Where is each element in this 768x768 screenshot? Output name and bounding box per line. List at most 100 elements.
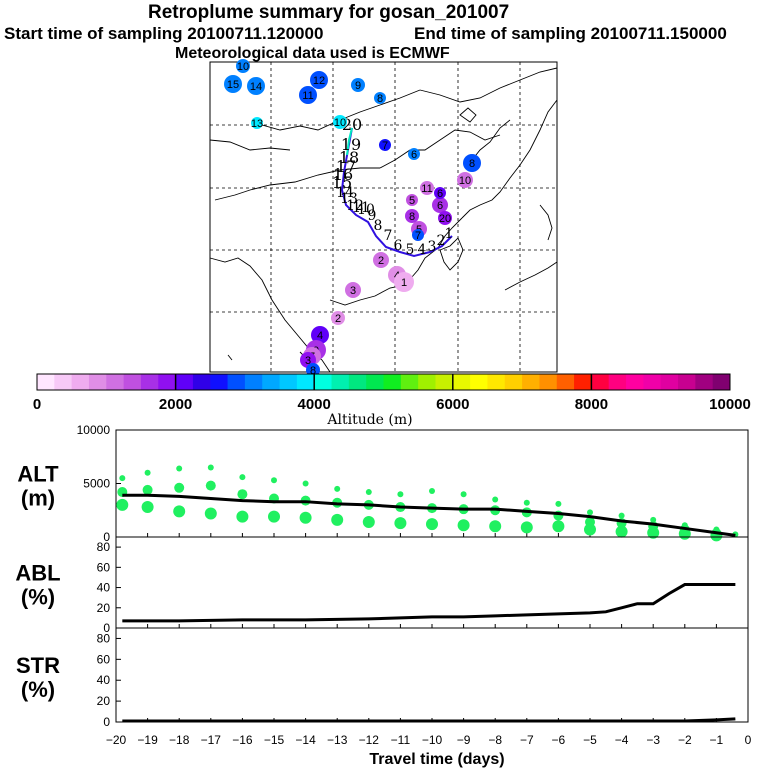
x-tick-label: −14 — [295, 733, 316, 747]
x-tick-label: −4 — [615, 733, 629, 747]
cluster-marker — [345, 282, 361, 298]
colorbar-swatch — [522, 374, 540, 390]
cluster-marker-label: 1 — [401, 277, 407, 289]
map-coastline — [214, 167, 380, 201]
altitude-scatter-point — [173, 505, 186, 518]
altitude-scatter-point — [271, 477, 277, 484]
x-tick-label: 0 — [745, 733, 752, 747]
y-tick-label: 20 — [97, 694, 111, 708]
colorbar-swatch — [140, 374, 159, 390]
colorbar-swatch — [262, 374, 281, 390]
altitude-scatter-point — [176, 465, 183, 472]
altitude-scatter-point — [142, 484, 153, 495]
time-series-panels: 1000050000ALT(m)806040200ABL(%)806040200… — [15, 423, 751, 768]
altitude-scatter-point — [457, 519, 470, 532]
trajectory-day-label: 19 — [341, 135, 361, 154]
altitude-scatter-point — [555, 500, 562, 507]
x-tick-label: −13 — [327, 733, 348, 747]
cluster-marker — [457, 172, 473, 188]
cluster-marker-label: 6 — [411, 149, 417, 161]
trajectory-day-label: 10 — [357, 202, 375, 218]
cluster-marker-label: 14 — [250, 81, 262, 93]
cluster-marker — [432, 197, 448, 213]
colorbar-swatch — [695, 374, 714, 390]
x-tick-label: −1 — [710, 733, 724, 747]
altitude-scatter-point — [365, 489, 372, 496]
altitude-colorbar: 0 2000 4000 6000 8000 10000 Altitude (m) — [33, 373, 751, 428]
trajectory-day-label: 6 — [394, 238, 403, 254]
altitude-scatter-point — [334, 485, 341, 492]
cluster-marker-label: 15 — [227, 79, 239, 91]
altitude-scatter-point — [116, 498, 129, 511]
x-tick-label: −17 — [201, 733, 222, 747]
x-tick-label: −18 — [169, 733, 190, 747]
colorbar-swatch — [435, 374, 454, 390]
trajectory-track-lower — [340, 127, 453, 258]
x-tick-label: −15 — [264, 733, 285, 747]
colorbar-swatch — [37, 374, 55, 390]
altitude-scatter-point — [239, 474, 246, 481]
panel-frame — [115, 627, 749, 723]
altitude-scatter-point — [615, 525, 628, 538]
series-line — [122, 493, 736, 537]
colorbar-frame — [36, 373, 731, 391]
cluster-marker — [420, 181, 434, 195]
trajectory-day-label: 8 — [374, 218, 383, 234]
y-axis-label: ABL — [15, 561, 60, 586]
cluster-marker-label: 20 — [439, 213, 451, 225]
trajectory-day-label: 5 — [406, 242, 415, 258]
cluster-marker-label: 4 — [317, 330, 323, 342]
altitude-scatter-point — [552, 520, 565, 533]
colorbar-swatch — [192, 374, 211, 390]
colorbar-axis-label: Altitude (m) — [326, 412, 412, 428]
colorbar-swatch — [348, 374, 367, 390]
cluster-marker-label: 13 — [251, 118, 263, 130]
altitude-scatter-point — [587, 509, 593, 516]
trajectory-day-label: 9 — [368, 208, 377, 224]
altitude-scatter-point — [460, 491, 467, 498]
colorbar-swatch — [383, 374, 402, 390]
altitude-scatter-point — [174, 482, 185, 493]
colorbar-tick-label: 10000 — [709, 396, 751, 413]
end-time-label: End time of sampling 20100711.150000 — [414, 24, 727, 43]
altitude-scatter-point — [489, 520, 502, 533]
trajectory-day-label: 17 — [336, 157, 356, 176]
altitude-scatter-point — [492, 496, 499, 503]
x-tick-label: −6 — [552, 733, 566, 747]
altitude-scatter-point — [144, 469, 151, 476]
trajectory-day-label: 7 — [384, 228, 393, 244]
colorbar-swatch — [54, 374, 73, 390]
altitude-scatter-point — [426, 518, 438, 531]
cluster-marker — [374, 92, 386, 104]
y-tick-label: 40 — [97, 673, 111, 687]
y-axis-label-unit: (%) — [21, 585, 55, 610]
x-tick-label: −16 — [232, 733, 253, 747]
colorbar-swatch — [678, 374, 696, 390]
colorbar-swatch — [227, 374, 246, 390]
cluster-marker-label: 6 — [437, 188, 443, 200]
map-coastline — [419, 67, 558, 103]
map-coastline — [461, 99, 558, 219]
trajectory-day-label: 20 — [342, 115, 362, 134]
map-coastline — [379, 129, 501, 169]
cluster-marker — [405, 209, 419, 223]
cluster-marker-label: 8 — [409, 211, 415, 223]
cluster-marker — [333, 115, 347, 129]
colorbar-swatch — [643, 374, 662, 390]
cluster-marker — [408, 148, 420, 160]
colorbar-tick-label: 8000 — [575, 396, 608, 413]
altitude-scatter-point — [204, 507, 217, 520]
map-coastline — [227, 354, 233, 361]
y-tick-label: 5000 — [83, 477, 110, 491]
colorbar-swatch — [418, 374, 436, 390]
chart-title: Retroplume summary for gosan_201007 — [148, 2, 510, 23]
colorbar-swatch — [296, 374, 315, 390]
cluster-marker-label: 10 — [334, 117, 346, 129]
trajectory-day-label: 16 — [333, 165, 353, 184]
altitude-scatter-point — [650, 516, 657, 523]
cluster-marker — [434, 187, 446, 199]
x-axis-label: Travel time (days) — [369, 751, 504, 768]
altitude-scatter-point — [523, 499, 530, 506]
map-frame — [209, 61, 558, 373]
